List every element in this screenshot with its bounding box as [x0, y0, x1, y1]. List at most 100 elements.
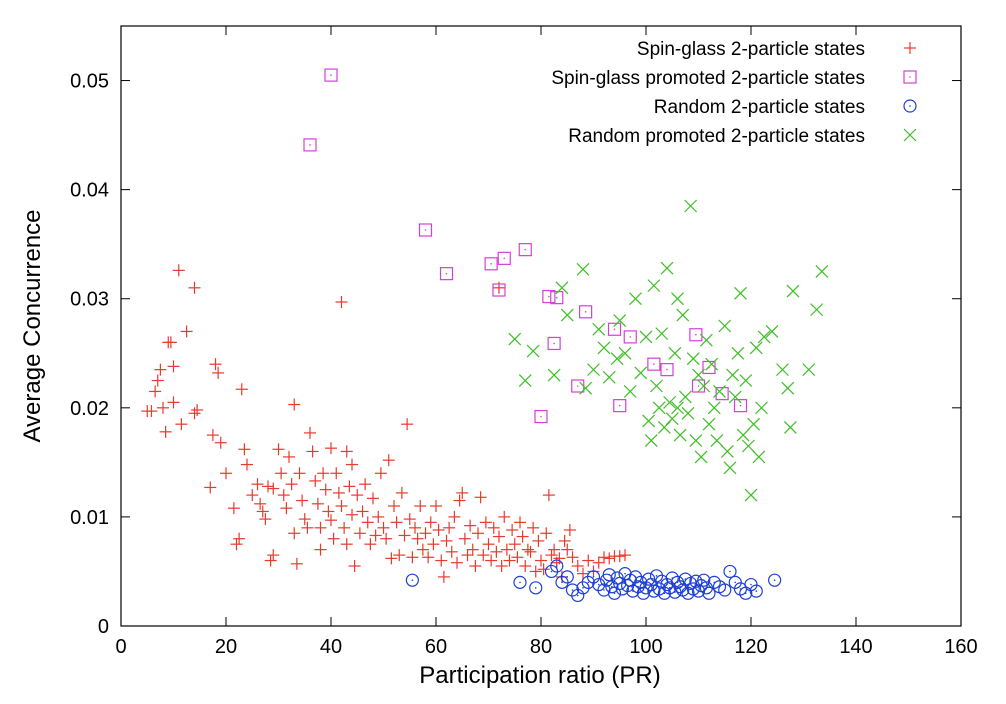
- data-point: [220, 467, 232, 480]
- data-point: [720, 445, 734, 458]
- data-point: [734, 286, 747, 300]
- data-point: [327, 532, 340, 545]
- data-point: [718, 583, 732, 597]
- data-point: [343, 480, 356, 493]
- data-point: [188, 281, 201, 294]
- data-point: [340, 538, 353, 551]
- y-axis-label: Average Concurrence: [19, 209, 46, 442]
- data-point: [613, 314, 627, 327]
- data-point: [579, 381, 593, 395]
- data-point: [660, 363, 674, 377]
- data-point: [319, 483, 332, 496]
- data-point: [497, 251, 511, 265]
- data-point: [204, 481, 217, 494]
- data-point: [691, 379, 706, 393]
- data-point: [579, 305, 593, 319]
- y-tick-label: 0.03: [70, 289, 109, 311]
- data-point: [498, 510, 511, 523]
- data-point: [246, 489, 259, 502]
- data-point: [406, 551, 419, 564]
- data-point: [500, 543, 513, 556]
- data-point: [513, 575, 527, 589]
- data-point: [256, 505, 269, 518]
- data-point: [547, 368, 561, 382]
- data-point: [353, 527, 366, 540]
- data-point: [518, 243, 532, 257]
- data-point: [296, 494, 309, 507]
- data-point: [786, 284, 800, 298]
- data-point: [405, 573, 419, 587]
- data-point: [519, 560, 532, 572]
- data-point: [676, 308, 690, 322]
- data-point: [542, 489, 555, 502]
- data-point: [668, 346, 682, 360]
- x-tick-label: 120: [734, 636, 767, 658]
- data-point: [356, 505, 369, 518]
- x-tick-label: 40: [320, 636, 342, 658]
- data-point: [739, 586, 753, 600]
- data-point: [251, 478, 264, 491]
- data-point: [613, 399, 627, 413]
- legend-label: Random 2-particle states: [654, 97, 865, 118]
- data-point: [385, 552, 398, 565]
- data-point: [671, 292, 684, 306]
- data-point: [440, 534, 453, 547]
- data-point: [485, 554, 498, 567]
- data-point: [395, 486, 408, 499]
- data-point: [618, 346, 632, 360]
- data-point: [652, 401, 666, 415]
- data-point: [503, 554, 516, 567]
- data-point: [298, 513, 311, 526]
- data-point: [697, 573, 711, 587]
- x-tick-label: 0: [115, 636, 126, 658]
- data-point: [332, 486, 345, 499]
- data-point: [304, 426, 316, 439]
- data-point: [560, 308, 574, 322]
- data-point: [290, 557, 303, 570]
- data-point: [776, 363, 789, 377]
- data-point: [469, 560, 482, 572]
- data-point: [212, 366, 225, 379]
- data-point: [550, 291, 564, 305]
- data-point: [277, 489, 290, 502]
- data-point: [566, 551, 579, 564]
- data-point: [264, 554, 277, 567]
- data-point: [495, 560, 508, 572]
- data-point: [577, 567, 589, 580]
- legend: Spin-glass 2-particle states Spin-glass p…: [551, 39, 917, 147]
- data-point: [159, 425, 172, 438]
- data-point: [710, 434, 724, 447]
- data-point: [456, 486, 469, 499]
- data-point: [582, 554, 595, 567]
- data-point: [571, 560, 584, 572]
- data-point: [755, 401, 768, 415]
- data-point: [267, 549, 280, 562]
- data-point: [445, 545, 458, 558]
- data-point: [684, 199, 698, 213]
- x-tick-label: 60: [425, 636, 447, 658]
- data-point: [749, 584, 763, 598]
- data-point: [694, 450, 708, 464]
- data-point: [393, 549, 406, 562]
- data-point: [802, 363, 816, 377]
- data-point: [692, 368, 705, 382]
- data-point: [815, 265, 829, 278]
- data-point: [288, 398, 301, 411]
- y-tick-label: 0: [98, 616, 109, 638]
- data-point: [744, 488, 758, 502]
- data-point: [642, 414, 656, 428]
- data-point: [474, 491, 487, 504]
- data-point: [741, 439, 755, 453]
- data-point: [324, 68, 338, 82]
- data-point: [671, 401, 684, 415]
- data-point: [359, 478, 372, 491]
- data-point: [280, 502, 293, 515]
- data-point: [214, 436, 227, 449]
- data-point: [545, 549, 558, 562]
- data-point: [435, 554, 448, 567]
- data-point: [702, 586, 716, 600]
- data-point: [663, 395, 677, 409]
- data-point: [233, 532, 246, 545]
- data-point: [514, 516, 526, 529]
